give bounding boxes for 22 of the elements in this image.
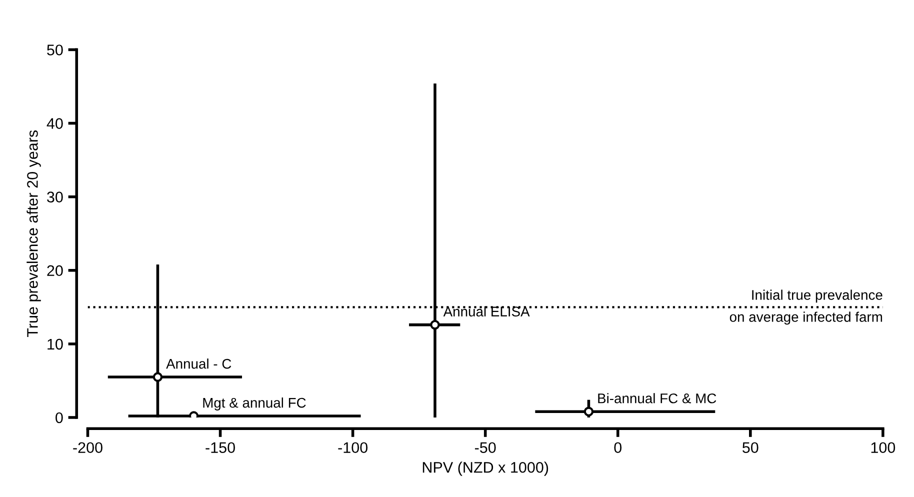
annotation: Bi-annual FC & MC [598, 393, 716, 404]
y-tick-label: 0 [56, 412, 63, 424]
x-axis-title: NPV (NZD x 1000) [422, 462, 548, 476]
y-axis-title: True prevalence after 20 years [26, 130, 41, 337]
y-tick-label: 10 [48, 338, 63, 350]
y-tick-label: 30 [47, 192, 63, 202]
y-tick-label: 50 [47, 44, 63, 56]
y-tick-label: 20 [47, 265, 63, 276]
x-tick-label: -200 [73, 442, 102, 454]
x-tick-label: 0 [614, 442, 622, 454]
y-tick-label: 40 [46, 118, 63, 129]
ref-line-label: Initial true prevalence on average infected farm [730, 290, 882, 325]
point [430, 320, 440, 330]
annotation: Mgt & annual FC [203, 398, 306, 410]
x-tick-label: -50 [474, 442, 496, 454]
x-tick-label: -150 [206, 442, 235, 454]
x-tick-label: 50 [742, 442, 758, 454]
x-tick-label: -100 [338, 442, 368, 454]
x-tick-label: 100 [871, 442, 896, 454]
annotation: Annual - C [166, 358, 232, 369]
point [152, 372, 163, 382]
point [584, 406, 594, 416]
